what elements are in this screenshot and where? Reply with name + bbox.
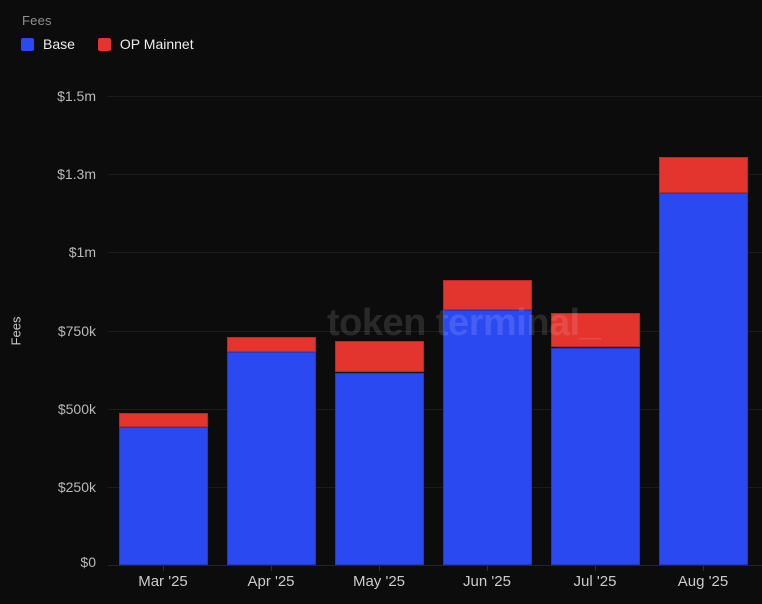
x-tick-mark [703,566,704,571]
bar-segment-base[interactable] [551,348,640,565]
bar-segment-base[interactable] [227,352,316,565]
x-tick-label: Aug '25 [677,573,729,590]
bar-segment-op-mainnet[interactable] [119,413,208,427]
gridline [108,96,762,97]
legend: Base OP Mainnet [21,36,194,52]
bar-segment-op-mainnet[interactable] [335,341,424,372]
x-tick-label: Jun '25 [463,573,511,590]
gridline [108,174,762,175]
legend-swatch [21,37,34,51]
bar-segment-base[interactable] [335,373,424,565]
x-tick-label: Jul '25 [573,573,617,590]
gridline [108,252,762,253]
bar-segment-op-mainnet[interactable] [227,337,316,352]
x-tick-mark [487,566,488,571]
y-tick-label: $750k [57,323,96,339]
x-tick-label: Apr '25 [247,573,295,590]
gridline [108,331,762,332]
y-tick-label: $1m [68,244,96,260]
bar-segment-op-mainnet[interactable] [443,280,532,310]
legend-label: OP Mainnet [119,36,194,52]
x-tick-mark [163,566,164,571]
y-tick-label: $500k [57,401,96,417]
x-axis-line [108,565,762,566]
legend-label: Base [43,36,75,52]
y-tick-label: $1.5m [57,88,96,104]
x-tick-label: Mar '25 [138,573,188,590]
gridline [108,409,762,410]
chart-title: Fees [22,13,52,28]
bar-segment-op-mainnet[interactable] [551,313,640,347]
bar-segment-base[interactable] [659,193,748,565]
y-tick-label: $1.3m [57,166,96,182]
x-tick-mark [595,566,596,571]
legend-item-base[interactable]: Base [21,36,75,52]
y-tick-label: $250k [57,479,96,495]
x-tick-label: May '25 [352,573,406,590]
legend-item-op-mainnet[interactable]: OP Mainnet [97,36,194,52]
x-tick-mark [379,566,380,571]
bar-segment-op-mainnet[interactable] [659,157,748,193]
x-tick-mark [271,566,272,571]
legend-swatch [97,37,111,51]
y-tick-label: $0 [80,554,96,570]
bar-segment-base[interactable] [443,310,532,565]
gridline [108,487,762,488]
bar-segment-base[interactable] [119,427,208,565]
